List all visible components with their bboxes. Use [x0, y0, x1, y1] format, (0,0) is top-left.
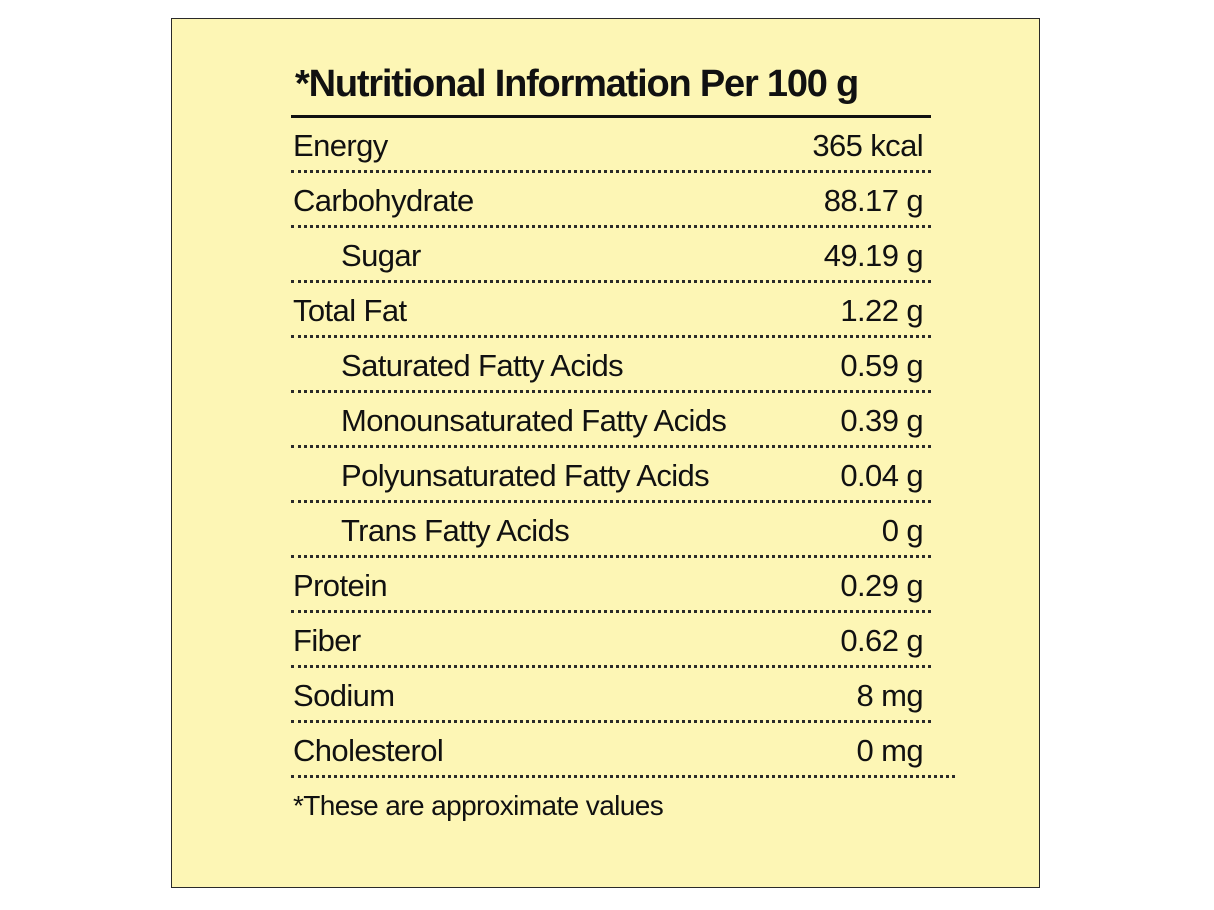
nutrient-value: 49.19 g [823, 238, 924, 273]
nutrient-value: 0.29 g [840, 568, 923, 603]
nutrient-value: 0 mg [856, 733, 923, 768]
nutrient-label: Sodium [293, 678, 395, 713]
nutrient-row-polyunsaturated-fatty-acids: Polyunsaturated Fatty Acids 0.04 g [291, 448, 931, 503]
nutrient-label: Protein [293, 568, 388, 603]
approximate-values-footnote: *These are approximate values [293, 790, 664, 821]
nutrient-value: 1.22 g [840, 293, 923, 328]
nutrient-label: Carbohydrate [293, 183, 474, 218]
nutrient-value: 0 g [881, 513, 924, 548]
nutrient-label: Fiber [293, 623, 361, 658]
nutrition-panel: *Nutritional Information Per 100 g Energ… [171, 18, 1040, 888]
nutrient-rows: Energy 365 kcal Carbohydrate 88.17 g Sug… [291, 118, 955, 778]
nutrient-value: 88.17 g [823, 183, 924, 218]
nutrient-row-fiber: Fiber 0.62 g [291, 613, 931, 668]
nutrient-value: 0.39 g [840, 403, 923, 438]
nutrient-row-monounsaturated-fatty-acids: Monounsaturated Fatty Acids 0.39 g [291, 393, 931, 448]
nutrient-row-cholesterol: Cholesterol 0 mg [291, 723, 955, 778]
nutrition-title: *Nutritional Information Per 100 g [295, 63, 859, 105]
nutrient-label: Sugar [341, 238, 421, 273]
nutrient-value: 365 kcal [812, 128, 923, 163]
nutrient-row-protein: Protein 0.29 g [291, 558, 931, 613]
nutrient-row-total-fat: Total Fat 1.22 g [291, 283, 931, 338]
nutrient-row-saturated-fatty-acids: Saturated Fatty Acids 0.59 g [291, 338, 931, 393]
nutrient-row-energy: Energy 365 kcal [291, 118, 931, 173]
nutrient-label: Total Fat [293, 293, 407, 328]
nutrition-table: *Nutritional Information Per 100 g Energ… [291, 57, 955, 822]
nutrient-value: 0.59 g [840, 348, 923, 383]
nutrient-value: 0.62 g [840, 623, 923, 658]
nutrient-label: Energy [293, 128, 388, 163]
nutrient-value: 8 mg [856, 678, 923, 713]
nutrient-label: Cholesterol [293, 733, 444, 768]
nutrient-label: Polyunsaturated Fatty Acids [341, 458, 710, 493]
nutrient-value: 0.04 g [840, 458, 923, 493]
nutrient-row-sodium: Sodium 8 mg [291, 668, 931, 723]
nutrient-row-trans-fatty-acids: Trans Fatty Acids 0 g [291, 503, 931, 558]
nutrient-row-sugar: Sugar 49.19 g [291, 228, 931, 283]
nutrient-row-carbohydrate: Carbohydrate 88.17 g [291, 173, 931, 228]
title-divider [291, 115, 931, 118]
nutrient-label: Saturated Fatty Acids [341, 348, 624, 383]
nutrient-label: Trans Fatty Acids [341, 513, 570, 548]
nutrient-label: Monounsaturated Fatty Acids [341, 403, 727, 438]
